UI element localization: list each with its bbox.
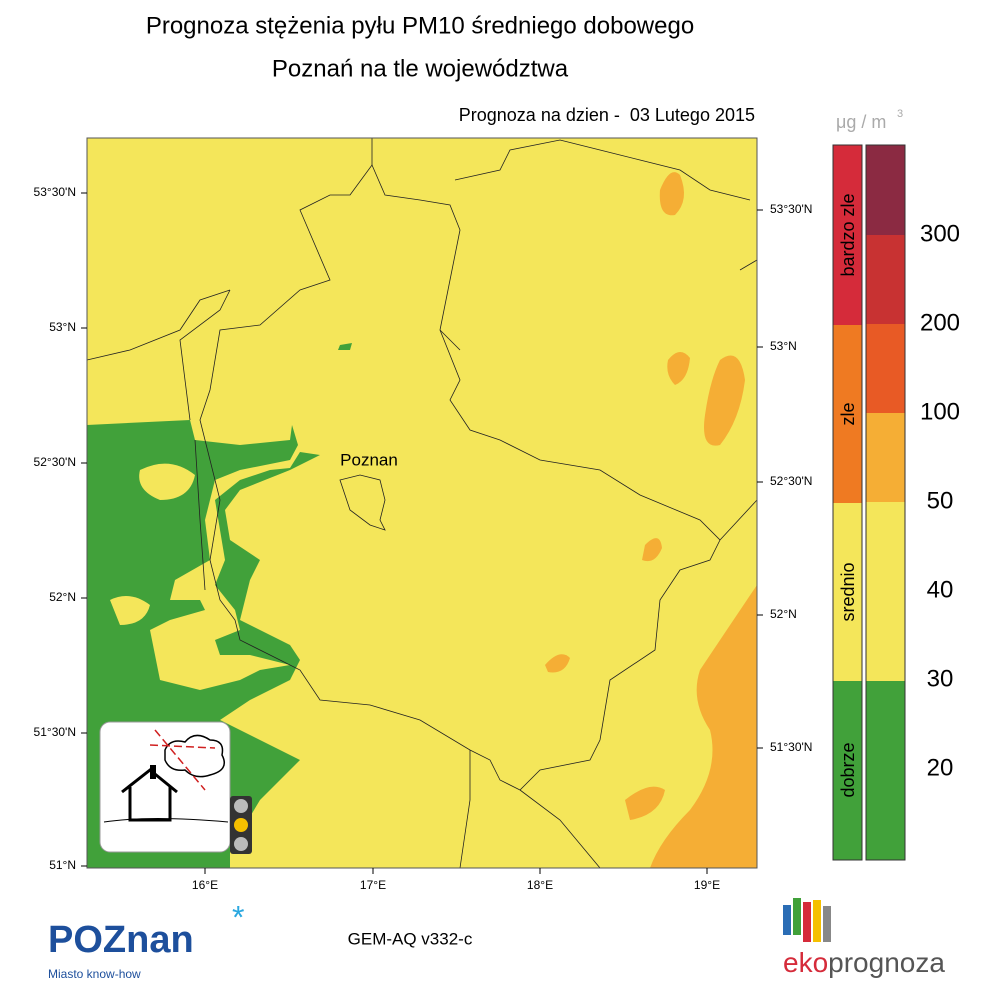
lat-label-right: 53°N: [770, 339, 797, 353]
logo-prognoza: prognoza: [828, 947, 945, 978]
legend-level: 200: [920, 309, 960, 336]
logo-right: ekoprognoza: [783, 947, 945, 978]
lat-label-left: 53°30'N: [34, 185, 76, 199]
lon-label: 16°E: [192, 878, 218, 892]
legend-level: 20: [927, 754, 954, 781]
logo-eko: eko: [783, 947, 828, 978]
lat-label-right: 51°30'N: [770, 740, 812, 754]
subtitle: Poznań na tle województwa: [272, 55, 569, 82]
legend-level: 300: [920, 220, 960, 247]
logo-star: *: [232, 899, 244, 935]
pollution-icon: [99, 721, 252, 854]
unit: μg / m: [836, 112, 886, 132]
lat-label-left: 51°N: [49, 858, 76, 872]
lon-label: 19°E: [694, 878, 720, 892]
title: Prognoza stężenia pyłu PM10 średniego do…: [146, 12, 694, 39]
legend-category: zle: [838, 402, 858, 425]
lat-label-right: 52°30'N: [770, 474, 812, 488]
tagline: Miasto know-how: [48, 967, 141, 981]
legend-category: srednio: [838, 562, 858, 621]
legend-level: 100: [920, 398, 960, 425]
legend-category: bardzo zle: [838, 193, 858, 276]
legend: μg / m 3: [832, 108, 906, 861]
logo-left: POZnan: [48, 919, 194, 961]
lat-label-right: 53°30'N: [770, 202, 812, 216]
unit-exponent: 3: [897, 108, 903, 120]
model-label: GEM-AQ v332-c: [348, 929, 473, 948]
lon-label: 17°E: [360, 878, 386, 892]
forecast-date: Prognoza na dzien - 03 Lutego 2015: [459, 105, 755, 125]
lon-label: 18°E: [527, 878, 553, 892]
legend-level: 50: [927, 487, 954, 514]
legend-level: 40: [927, 576, 954, 603]
lat-label-left: 52°N: [49, 590, 76, 604]
lat-label-left: 51°30'N: [34, 725, 76, 739]
legend-category: dobrze: [838, 742, 858, 797]
lat-label-right: 52°N: [770, 607, 797, 621]
lat-label-left: 52°30'N: [34, 455, 76, 469]
legend-level: 30: [927, 665, 954, 692]
logo-right-bars: [783, 898, 831, 942]
city-label: Poznan: [340, 450, 398, 469]
lat-label-left: 53°N: [49, 320, 76, 334]
